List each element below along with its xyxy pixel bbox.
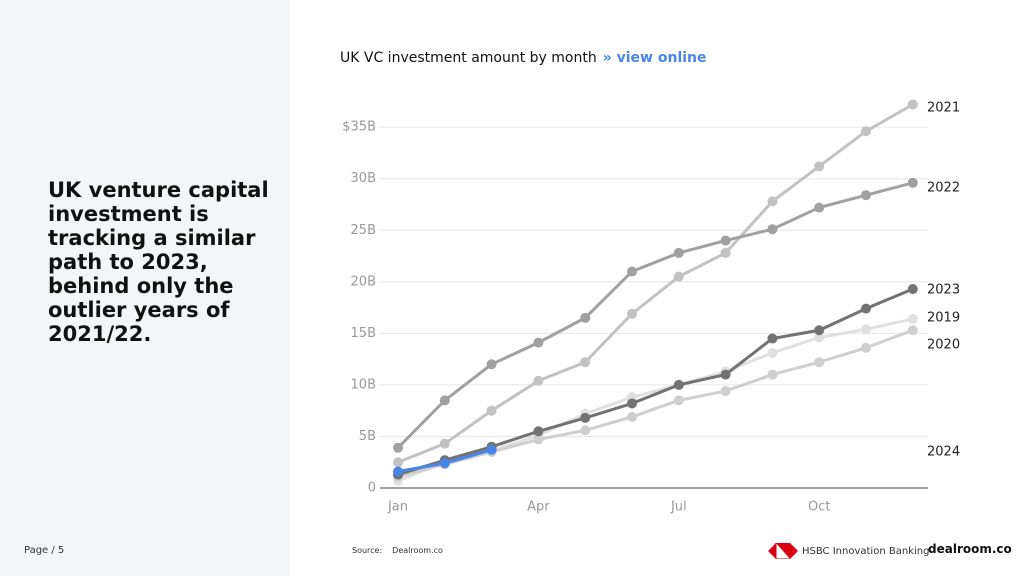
data-point <box>580 412 591 423</box>
data-point <box>907 325 918 336</box>
x-tick-label: Oct <box>808 500 830 515</box>
data-point <box>767 347 778 358</box>
headline: UK venture capital investment is trackin… <box>48 178 269 346</box>
data-point <box>627 398 637 409</box>
data-point <box>393 442 403 453</box>
data-point <box>627 308 637 319</box>
data-point <box>627 266 637 277</box>
x-tick-label: Jan <box>387 500 408 515</box>
brand: dealroom.co <box>928 542 1012 556</box>
data-point <box>673 395 684 406</box>
side-panel: UK venture capital investment is trackin… <box>0 0 290 576</box>
end-label: 2020 <box>927 338 960 353</box>
data-point <box>580 312 591 323</box>
data-point <box>673 247 684 258</box>
series-line <box>397 287 914 477</box>
end-label: 2019 <box>927 311 960 326</box>
data-point <box>861 126 871 137</box>
data-point <box>627 411 637 422</box>
data-point <box>720 386 731 397</box>
data-point <box>720 235 731 246</box>
data-point <box>767 196 778 207</box>
data-point <box>907 177 918 188</box>
y-tick-label: 30B <box>351 171 376 186</box>
end-label: 2023 <box>927 283 960 298</box>
data-point <box>673 379 684 390</box>
data-point <box>533 375 544 386</box>
data-point <box>486 444 497 455</box>
data-point <box>393 457 403 468</box>
end-label: 2022 <box>927 181 960 196</box>
data-point <box>393 466 403 477</box>
data-point <box>861 324 871 335</box>
data-point <box>673 271 684 282</box>
data-point <box>814 357 825 368</box>
y-tick-label: 25B <box>351 223 376 238</box>
chart-title-row: UK VC investment amount by month » view o… <box>340 50 707 66</box>
y-tick-label: 5B <box>359 429 376 444</box>
data-point <box>907 284 918 295</box>
partner-name: HSBC Innovation Banking <box>802 545 930 557</box>
data-point <box>861 303 871 314</box>
data-point <box>486 359 497 370</box>
data-point <box>720 247 731 258</box>
y-tick-label: $35B <box>342 120 376 135</box>
data-point <box>486 405 497 416</box>
source-text: Dealroom.co <box>392 546 443 555</box>
data-point <box>814 161 825 172</box>
series-line <box>397 103 914 464</box>
data-point <box>439 458 450 469</box>
data-point <box>533 337 544 348</box>
data-point <box>720 369 731 380</box>
data-point <box>533 434 544 445</box>
partner-logo: HSBC Innovation Banking <box>768 543 929 559</box>
data-point <box>814 325 825 336</box>
data-point <box>439 438 450 449</box>
data-point <box>767 333 778 344</box>
data-point <box>767 224 778 235</box>
source-label: Source: <box>352 546 383 555</box>
end-label: 2024 <box>927 445 960 460</box>
data-point <box>861 190 871 201</box>
view-online-link[interactable]: » view online <box>602 50 707 66</box>
series-line <box>397 328 914 479</box>
data-point <box>861 342 871 353</box>
hsbc-icon <box>768 543 798 559</box>
data-point <box>580 425 591 436</box>
x-tick-label: Jul <box>670 500 687 515</box>
series-line <box>396 181 914 449</box>
data-point <box>907 99 918 110</box>
y-tick-label: 0 <box>368 481 376 496</box>
source: Source: Dealroom.co <box>352 546 453 555</box>
data-point <box>907 313 918 324</box>
y-tick-label: 15B <box>351 326 376 341</box>
data-point <box>439 395 450 406</box>
data-point <box>814 202 825 213</box>
y-tick-label: 20B <box>351 274 376 289</box>
x-tick-label: Apr <box>527 500 550 515</box>
data-point <box>580 357 591 368</box>
data-point <box>533 426 544 437</box>
chart-title: UK VC investment amount by month <box>340 50 597 66</box>
data-point <box>814 332 825 343</box>
page-number: Page / 5 <box>24 545 65 556</box>
end-label: 2021 <box>927 101 960 116</box>
data-point <box>767 369 778 380</box>
y-tick-label: 10B <box>351 377 376 392</box>
